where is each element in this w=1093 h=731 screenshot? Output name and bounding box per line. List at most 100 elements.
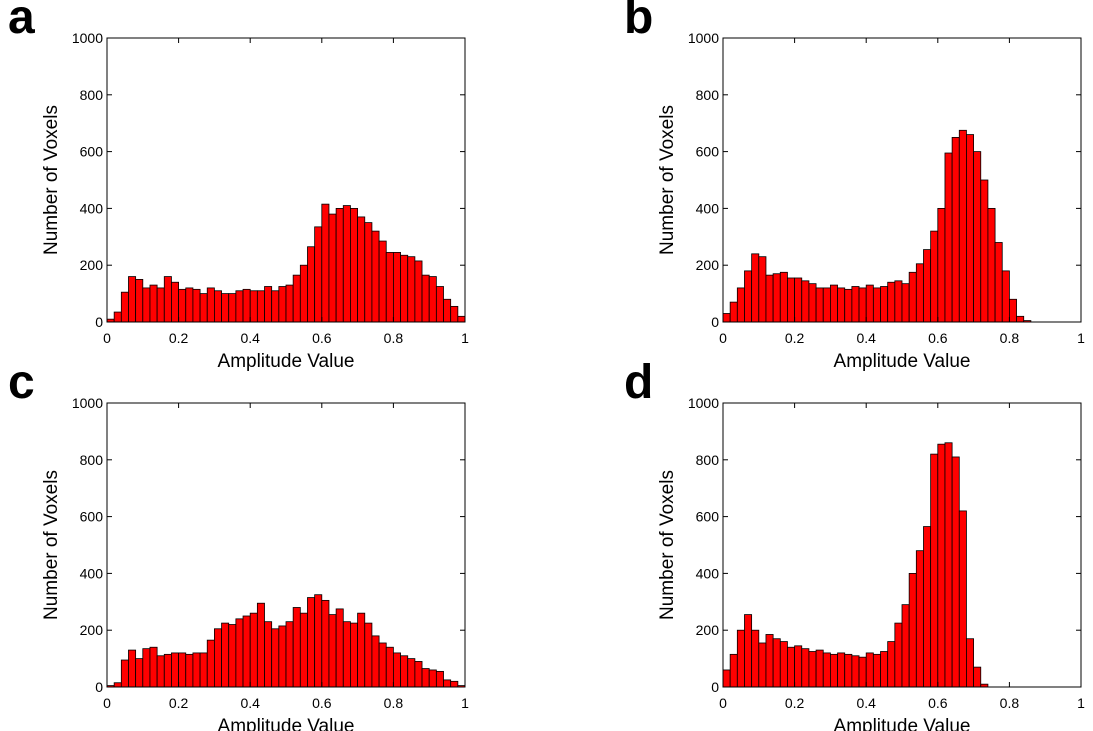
x-axis-label: Amplitude Value — [218, 351, 355, 372]
y-tick-label: 800 — [696, 452, 720, 468]
y-tick-label: 200 — [696, 257, 720, 273]
y-tick-label: 800 — [80, 87, 104, 103]
histogram-bar — [400, 254, 409, 323]
x-axis-label: Amplitude Value — [834, 351, 971, 372]
histogram-bar — [299, 612, 308, 688]
histogram-bar — [385, 646, 394, 688]
y-tick-label: 400 — [696, 200, 720, 216]
histogram-bar — [880, 651, 889, 688]
histogram-bar — [392, 652, 401, 688]
histogram-bar — [335, 207, 344, 323]
histogram-bar — [292, 274, 301, 323]
histogram-bar — [156, 655, 165, 688]
histogram-bar — [213, 290, 222, 323]
histogram-bar — [801, 280, 810, 323]
y-axis-label: Number of Voxels — [41, 470, 62, 620]
x-tick-label: 0.4 — [240, 330, 260, 346]
histogram-bar — [801, 648, 810, 688]
histogram-bar — [865, 652, 874, 688]
histogram-bar — [235, 290, 244, 323]
x-tick-label: 0.4 — [240, 695, 260, 711]
histogram-bar — [314, 226, 323, 323]
histogram-bar — [285, 284, 294, 323]
histogram-bar — [815, 287, 824, 323]
histogram-bar — [887, 641, 896, 688]
histogram-bar — [958, 129, 967, 323]
panel-letter-c: c — [8, 356, 35, 409]
histogram-bar — [364, 622, 373, 688]
histogram-bar — [256, 290, 265, 323]
histogram-bar — [872, 287, 881, 323]
x-tick-label: 0.8 — [384, 330, 404, 346]
histogram-bar — [171, 652, 180, 688]
histogram-bar — [865, 284, 874, 323]
histogram-bar — [378, 240, 387, 323]
histogram-bar — [120, 291, 129, 323]
y-tick-label: 1000 — [72, 30, 103, 46]
histogram-bar — [722, 313, 731, 323]
histogram-bar — [249, 290, 258, 323]
y-tick-label: 1000 — [688, 395, 719, 411]
histogram-bar — [163, 276, 172, 323]
panel-letter-b: b — [624, 0, 654, 44]
y-tick-label: 0 — [95, 314, 103, 330]
histogram-bar — [128, 276, 137, 323]
histogram-bar — [966, 638, 975, 688]
histogram-bar — [142, 287, 151, 323]
histogram-bar — [178, 652, 187, 688]
histogram-bar — [450, 680, 459, 688]
histogram-a: 0 0.2 0.4 0.6 0.8 1 0 200 400 600 800 1000 Amplitude… — [41, 30, 469, 372]
histogram-bar — [987, 207, 996, 323]
histogram-bar — [908, 572, 917, 688]
panel-d: d 0 0.2 0.4 0.6 0.8 1 0 200 400 600 800 1000 Amplitu… — [616, 356, 1093, 731]
histogram-bar — [357, 612, 366, 688]
x-tick-label: 1 — [1077, 695, 1085, 711]
histogram-bar — [973, 666, 982, 688]
histogram-bar — [314, 594, 323, 688]
histogram-bar — [142, 648, 151, 688]
x-tick-label: 0.8 — [1000, 330, 1020, 346]
histogram-bar — [400, 655, 409, 688]
histogram-bar — [206, 639, 215, 688]
histogram-bar — [192, 288, 201, 323]
histogram-bar — [228, 293, 237, 323]
histogram-bar — [765, 634, 774, 688]
histogram-bar — [815, 649, 824, 688]
histogram-bar — [407, 658, 416, 688]
histogram-bar — [880, 286, 889, 323]
histogram-bar — [794, 645, 803, 688]
x-tick-label: 0.8 — [1000, 695, 1020, 711]
histogram-bar — [428, 276, 437, 323]
histogram-bar — [385, 252, 394, 323]
y-tick-label: 0 — [95, 679, 103, 695]
x-tick-label: 0.6 — [928, 330, 948, 346]
histogram-bar — [371, 635, 380, 688]
histogram-bar — [185, 287, 194, 323]
histogram-bar — [787, 277, 796, 323]
histogram-bar — [923, 249, 932, 323]
histogram-bar — [120, 659, 129, 688]
histogram-bar — [758, 642, 767, 688]
histogram-bar — [787, 646, 796, 688]
histogram-bar — [199, 652, 208, 688]
histogram-bar — [937, 207, 946, 323]
histogram-bar — [822, 652, 831, 688]
histogram-bar — [299, 264, 308, 323]
histogram-bar — [264, 621, 273, 688]
histogram-bar — [435, 670, 444, 688]
x-axis-label: Amplitude Value — [218, 716, 355, 731]
histogram-bar — [307, 246, 316, 323]
plot-frame — [722, 37, 1082, 323]
y-axis-label: Number of Voxels — [657, 470, 678, 620]
histogram-bar — [858, 287, 867, 323]
histogram-bar — [844, 288, 853, 323]
y-tick-label: 200 — [696, 622, 720, 638]
panel-c: c 0 0.2 0.4 0.6 0.8 1 0 200 400 600 800 1000 Amplitu… — [0, 356, 546, 731]
panel-letter-d: d — [624, 356, 654, 409]
histogram-bar — [751, 629, 760, 688]
histogram-bar — [980, 179, 989, 323]
panel-letter-a: a — [8, 0, 35, 44]
histogram-bar — [135, 658, 144, 688]
x-tick-label: 0.2 — [169, 695, 189, 711]
plot-frame — [106, 402, 466, 688]
